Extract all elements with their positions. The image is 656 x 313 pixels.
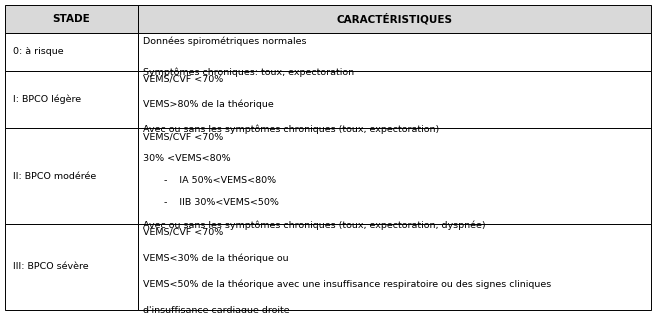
Text: Avec ou sans les symptômes chroniques (toux, expectoration, dyspnée): Avec ou sans les symptômes chroniques (t… <box>143 220 485 230</box>
Bar <box>138 33 651 71</box>
Text: CARACTÉRISTIQUES: CARACTÉRISTIQUES <box>336 13 452 24</box>
Bar <box>5 33 138 71</box>
Bar <box>138 71 651 128</box>
Bar <box>5 128 138 224</box>
Text: STADE: STADE <box>52 14 91 24</box>
Text: -    IIB 30%<VEMS<50%: - IIB 30%<VEMS<50% <box>164 198 279 207</box>
Text: VEMS<30% de la théorique ou: VEMS<30% de la théorique ou <box>143 254 289 263</box>
Text: -    IA 50%<VEMS<80%: - IA 50%<VEMS<80% <box>164 176 276 185</box>
Text: II: BPCO modérée: II: BPCO modérée <box>13 172 96 181</box>
Text: 0: à risque: 0: à risque <box>13 47 64 56</box>
Text: VEMS/CVF <70%: VEMS/CVF <70% <box>143 75 223 84</box>
Text: 30% <VEMS<80%: 30% <VEMS<80% <box>143 154 230 163</box>
Bar <box>5 5 138 33</box>
Bar <box>5 224 138 310</box>
Text: Avec ou sans les symptômes chroniques (toux, expectoration): Avec ou sans les symptômes chroniques (t… <box>143 125 439 134</box>
Text: Données spirométriques normales: Données spirométriques normales <box>143 37 306 46</box>
Bar <box>138 128 651 224</box>
Text: III: BPCO sévère: III: BPCO sévère <box>13 262 89 271</box>
Bar <box>138 224 651 310</box>
Text: Symptômes chroniques: toux, expectoration: Symptômes chroniques: toux, expectoratio… <box>143 67 354 77</box>
Text: VEMS>80% de la théorique: VEMS>80% de la théorique <box>143 100 274 109</box>
Text: VEMS/CVF <70%: VEMS/CVF <70% <box>143 132 223 141</box>
Bar <box>5 71 138 128</box>
Text: VEMS/CVF <70%: VEMS/CVF <70% <box>143 228 223 237</box>
Text: d'insuffisance cardiaque droite: d'insuffisance cardiaque droite <box>143 306 289 313</box>
Text: VEMS<50% de la théorique avec une insuffisance respiratoire ou des signes cliniq: VEMS<50% de la théorique avec une insuff… <box>143 280 551 290</box>
Text: I: BPCO légère: I: BPCO légère <box>13 95 81 105</box>
Bar <box>138 5 651 33</box>
